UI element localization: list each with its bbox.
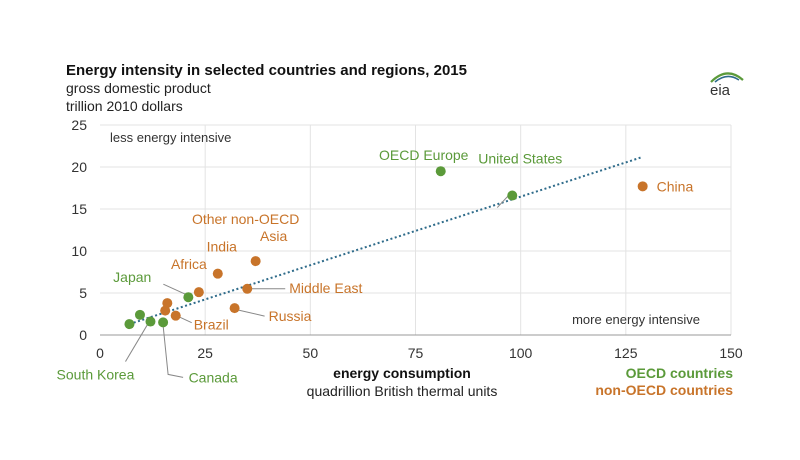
y-tick-label: 15	[71, 201, 87, 217]
point-label: China	[657, 178, 694, 194]
data-point	[162, 298, 173, 309]
leader-lines	[125, 191, 513, 378]
point-label: Asia	[260, 228, 287, 244]
data-point	[145, 316, 156, 327]
data-point	[242, 283, 253, 294]
data-point	[507, 190, 518, 201]
x-tick-label: 100	[509, 345, 533, 361]
more-intensive-annotation: more energy intensive	[572, 312, 700, 327]
point-label: Other non-OECD	[192, 211, 299, 227]
point-label: Russia	[269, 308, 312, 324]
y-tick-label: 0	[79, 327, 87, 343]
y-axis-unit: trillion 2010 dollars	[66, 98, 183, 114]
point-labels: OECD Europe United States Japan South Korea…	[57, 147, 694, 385]
data-point	[250, 256, 261, 267]
x-tick-label: 25	[197, 345, 213, 361]
x-tick-label: 75	[408, 345, 424, 361]
leader-line	[178, 316, 192, 324]
point-label: Africa	[171, 256, 207, 272]
leader-line	[163, 283, 186, 295]
data-point	[435, 166, 446, 177]
point-label: Canada	[189, 369, 238, 385]
legend-non-oecd: non-OECD countries	[595, 382, 733, 398]
x-tick-label: 50	[303, 345, 319, 361]
y-tick-label: 5	[79, 285, 87, 301]
gridlines	[100, 124, 732, 335]
x-axis-unit: quadrillion British thermal units	[307, 383, 498, 399]
point-label: United States	[478, 151, 562, 167]
logo-text: eia	[710, 82, 731, 98]
eia-logo: eia	[710, 72, 744, 98]
data-point	[124, 319, 135, 330]
point-label: South Korea	[57, 367, 135, 383]
data-point	[229, 303, 240, 314]
leader-line	[125, 324, 148, 362]
y-tick-label: 20	[71, 159, 87, 175]
point-label: OECD Europe	[379, 147, 469, 163]
chart-title: Energy intensity in selected countries a…	[66, 62, 467, 79]
data-point	[158, 317, 169, 328]
y-tick-label: 25	[71, 117, 87, 133]
data-point	[183, 292, 194, 303]
point-label: Brazil	[194, 317, 229, 333]
tick-labels: 0 5 10 15 20 25 0 25 50 75 100 125 150	[71, 117, 742, 361]
y-axis-label: gross domestic product	[66, 80, 211, 96]
leader-line	[162, 325, 184, 378]
point-label: Middle East	[289, 280, 362, 296]
point-label: India	[207, 239, 238, 255]
x-tick-label: 0	[96, 345, 104, 361]
less-intensive-annotation: less energy intensive	[110, 130, 231, 145]
point-label: Japan	[113, 269, 151, 285]
data-point	[170, 310, 181, 321]
x-tick-label: 150	[719, 345, 743, 361]
legend-oecd: OECD countries	[626, 365, 734, 381]
x-tick-label: 125	[614, 345, 638, 361]
x-axis-label: energy consumption	[333, 365, 471, 381]
y-tick-label: 10	[71, 243, 87, 259]
data-point	[160, 305, 171, 316]
data-point	[193, 287, 204, 298]
data-points	[124, 166, 648, 330]
leader-line	[238, 309, 265, 317]
data-point	[637, 181, 648, 192]
data-point	[212, 268, 223, 279]
data-point	[134, 309, 145, 320]
